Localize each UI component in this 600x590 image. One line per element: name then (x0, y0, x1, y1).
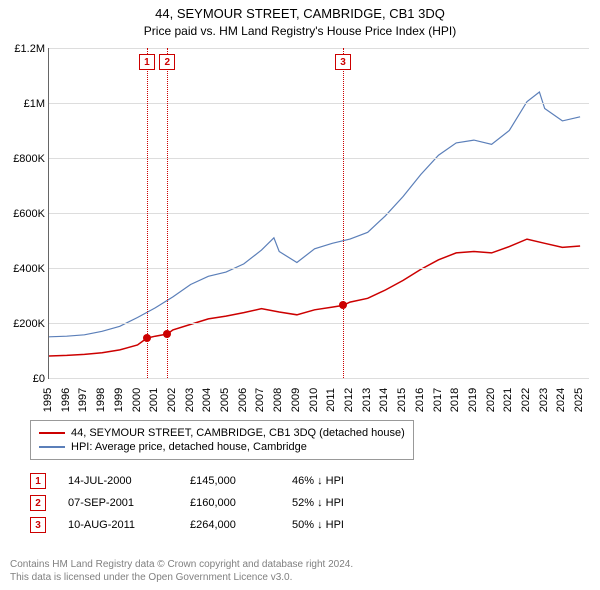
event-row: 1 14-JUL-2000 £145,000 46% ↓ HPI (30, 470, 382, 492)
series-line-price_paid (49, 239, 580, 356)
marker-badge: 1 (139, 54, 155, 70)
x-axis-ticks: 1995199619971998199920002001200220032004… (48, 380, 588, 416)
x-tick-label: 2012 (343, 388, 355, 412)
y-tick-label: £800K (13, 153, 45, 165)
event-badge: 2 (30, 495, 46, 511)
x-tick-label: 2017 (432, 388, 444, 412)
x-tick-label: 2001 (148, 388, 160, 412)
marker-dot (163, 330, 171, 338)
x-tick-label: 2013 (361, 388, 373, 412)
series-line-hpi (49, 92, 580, 337)
gridline: £0 (49, 378, 589, 379)
gridline: £400K (49, 268, 589, 269)
event-date: 07-SEP-2001 (68, 497, 168, 509)
marker-badge: 2 (159, 54, 175, 70)
legend-label: 44, SEYMOUR STREET, CAMBRIDGE, CB1 3DQ (… (71, 427, 405, 439)
footer-line: This data is licensed under the Open Gov… (10, 571, 353, 584)
y-tick-label: £600K (13, 208, 45, 220)
marker-line (167, 48, 168, 378)
gridline: £1M (49, 103, 589, 104)
marker-line (343, 48, 344, 378)
marker-badge: 3 (335, 54, 351, 70)
marker-dot (143, 334, 151, 342)
x-tick-label: 2006 (237, 388, 249, 412)
event-date: 14-JUL-2000 (68, 475, 168, 487)
chart-subtitle: Price paid vs. HM Land Registry's House … (0, 21, 600, 42)
plot-area: £0 £200K £400K £600K £800K £1M £1.2M 12 3 (48, 48, 589, 379)
events-table: 1 14-JUL-2000 £145,000 46% ↓ HPI 2 07-SE… (30, 470, 382, 536)
x-tick-label: 2011 (325, 388, 337, 412)
event-price: £264,000 (190, 519, 270, 531)
gridline: £800K (49, 158, 589, 159)
legend-item: HPI: Average price, detached house, Camb… (39, 440, 405, 454)
x-tick-label: 2022 (520, 388, 532, 412)
event-price: £145,000 (190, 475, 270, 487)
legend-item: 44, SEYMOUR STREET, CAMBRIDGE, CB1 3DQ (… (39, 426, 405, 440)
x-tick-label: 1999 (113, 388, 125, 412)
event-diff: 52% ↓ HPI (292, 497, 382, 509)
x-tick-label: 2025 (573, 388, 585, 412)
legend-label: HPI: Average price, detached house, Camb… (71, 441, 307, 453)
chart-title: 44, SEYMOUR STREET, CAMBRIDGE, CB1 3DQ (0, 0, 600, 21)
x-tick-label: 2019 (467, 388, 479, 412)
x-tick-label: 2003 (184, 388, 196, 412)
x-tick-label: 2009 (290, 388, 302, 412)
event-price: £160,000 (190, 497, 270, 509)
y-tick-label: £1M (24, 98, 45, 110)
x-tick-label: 2024 (555, 388, 567, 412)
footer-attribution: Contains HM Land Registry data © Crown c… (10, 558, 353, 584)
x-tick-label: 2018 (449, 388, 461, 412)
gridline: £200K (49, 323, 589, 324)
x-tick-label: 1996 (60, 388, 72, 412)
x-tick-label: 1998 (95, 388, 107, 412)
marker-dot (339, 301, 347, 309)
x-tick-label: 2023 (538, 388, 550, 412)
x-tick-label: 2000 (131, 388, 143, 412)
x-tick-label: 2014 (378, 388, 390, 412)
y-tick-label: £200K (13, 318, 45, 330)
event-badge: 1 (30, 473, 46, 489)
gridline: £1.2M (49, 48, 589, 49)
x-tick-label: 1995 (42, 388, 54, 412)
x-tick-label: 2002 (166, 388, 178, 412)
x-tick-label: 2016 (414, 388, 426, 412)
x-tick-label: 2020 (485, 388, 497, 412)
marker-line (147, 48, 148, 378)
chart-container: 44, SEYMOUR STREET, CAMBRIDGE, CB1 3DQ P… (0, 0, 600, 590)
legend: 44, SEYMOUR STREET, CAMBRIDGE, CB1 3DQ (… (30, 420, 414, 460)
x-tick-label: 2015 (396, 388, 408, 412)
x-tick-label: 2008 (272, 388, 284, 412)
event-row: 2 07-SEP-2001 £160,000 52% ↓ HPI (30, 492, 382, 514)
x-tick-label: 2005 (219, 388, 231, 412)
event-row: 3 10-AUG-2011 £264,000 50% ↓ HPI (30, 514, 382, 536)
x-tick-label: 2021 (502, 388, 514, 412)
y-tick-label: £400K (13, 263, 45, 275)
legend-swatch (39, 446, 65, 448)
y-tick-label: £1.2M (14, 43, 45, 55)
legend-swatch (39, 432, 65, 434)
event-diff: 46% ↓ HPI (292, 475, 382, 487)
x-tick-label: 2004 (201, 388, 213, 412)
event-date: 10-AUG-2011 (68, 519, 168, 531)
event-diff: 50% ↓ HPI (292, 519, 382, 531)
event-badge: 3 (30, 517, 46, 533)
x-tick-label: 2007 (254, 388, 266, 412)
footer-line: Contains HM Land Registry data © Crown c… (10, 558, 353, 571)
x-tick-label: 2010 (308, 388, 320, 412)
x-tick-label: 1997 (77, 388, 89, 412)
gridline: £600K (49, 213, 589, 214)
y-tick-label: £0 (33, 373, 45, 385)
